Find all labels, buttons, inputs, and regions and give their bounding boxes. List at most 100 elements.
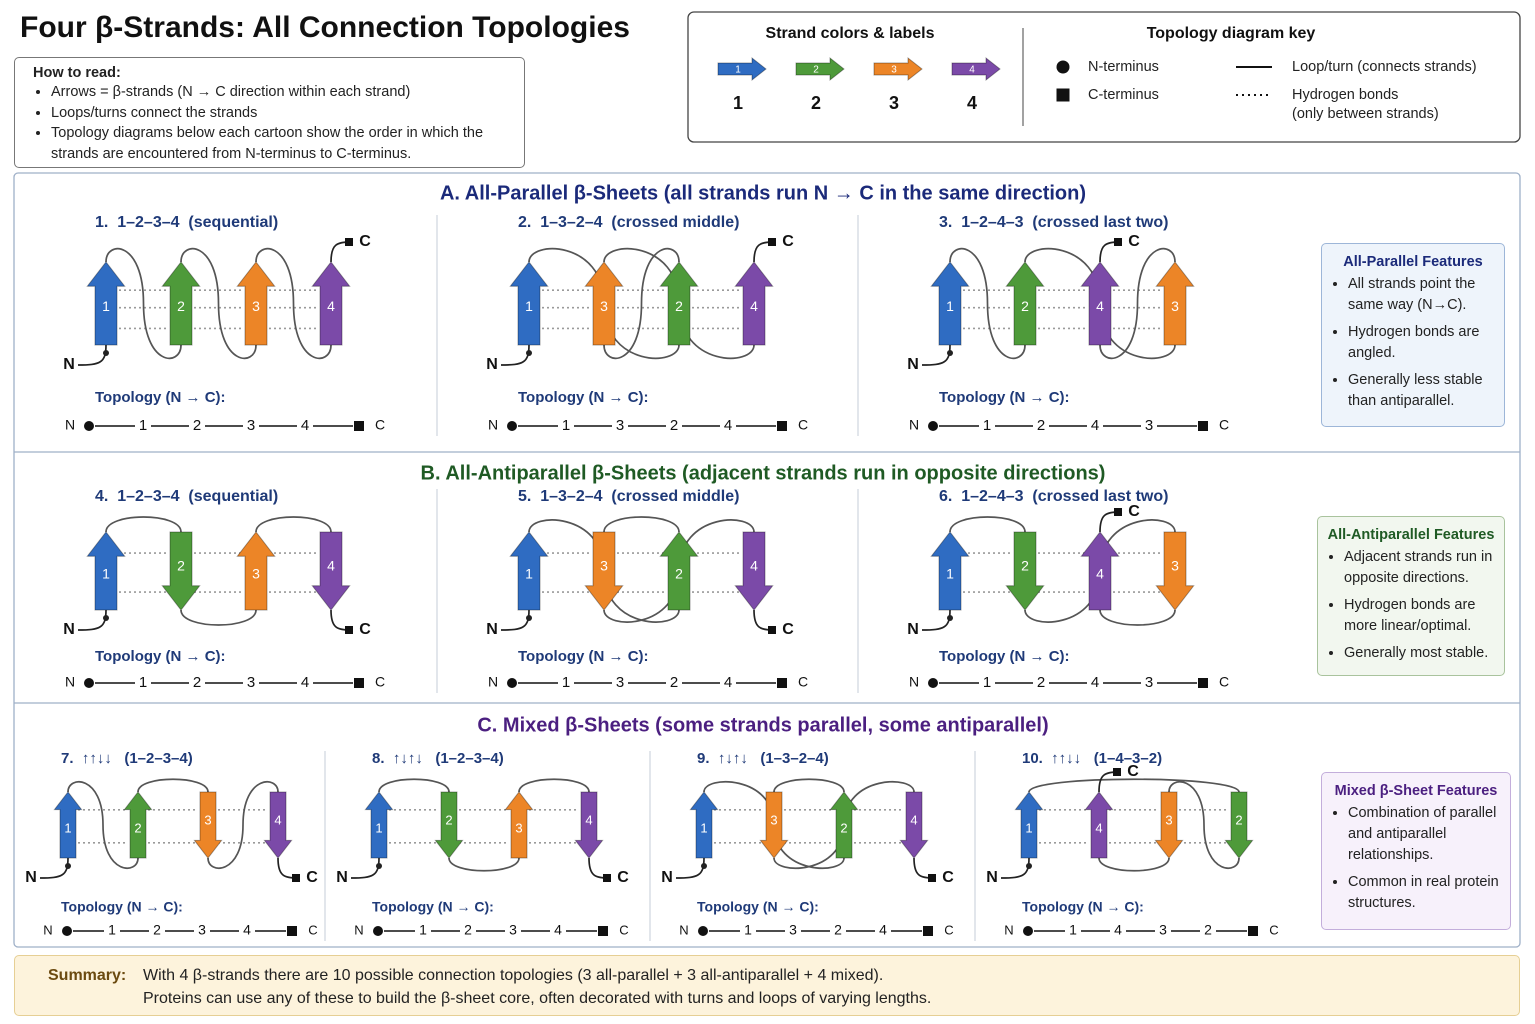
key-item-label: (only between strands): [1292, 106, 1439, 122]
topology-strand: 4: [554, 922, 562, 938]
loop: [67, 780, 139, 870]
strand-label: 3: [1165, 812, 1172, 827]
topology-c-square: [287, 926, 297, 936]
loop: [949, 516, 1026, 533]
strand-label: 1: [375, 820, 382, 835]
topology-n-dot: [62, 926, 72, 936]
c-terminus-square: [1114, 508, 1122, 516]
strand-arrow: [1155, 261, 1195, 346]
topology-strand: 4: [724, 417, 732, 434]
strand-arrow: [509, 531, 549, 611]
n-terminus-label: N: [907, 621, 919, 638]
strand-arrow: [1084, 791, 1114, 859]
n-terminus-tail: [77, 609, 107, 631]
loop: [180, 248, 257, 359]
n-terminus-dot: [65, 863, 71, 869]
topology-c: C: [798, 674, 808, 690]
c-terminus-label: C: [359, 621, 371, 638]
loop: [255, 516, 332, 533]
strand-label: 3: [600, 298, 608, 314]
section-title: A. All-Parallel β-Sheets (all strands ru…: [440, 182, 1086, 204]
n-terminus-dot: [103, 615, 109, 621]
strand-arrow: [930, 261, 970, 346]
strand-arrow: [1080, 531, 1120, 611]
section-title: C. Mixed β-Sheets (some strands parallel…: [477, 714, 1048, 736]
n-terminus-label: N: [986, 869, 998, 886]
topology-c-square: [777, 421, 787, 431]
strand-arrow: [1224, 791, 1254, 859]
strand-label: 1: [946, 298, 954, 314]
c-terminus-square: [1114, 238, 1122, 246]
how-to-item: Loops/turns connect the strands: [51, 103, 514, 124]
features-heading: All-Antiparallel Features: [1327, 527, 1495, 543]
key-strand-arrow: [951, 56, 1001, 82]
topology-strand: 4: [1091, 674, 1099, 691]
features-item: Adjacent strands run in opposite directi…: [1344, 547, 1496, 589]
features-list: Combination of parallel and antiparallel…: [1330, 803, 1502, 914]
strand-arrow: [659, 261, 699, 346]
features-heading: All-Parallel Features: [1343, 254, 1483, 270]
n-terminus-tail: [500, 344, 530, 366]
key-heading: Topology diagram key: [1147, 25, 1316, 42]
strand-label: 4: [750, 298, 758, 314]
features-item: Hydrogen bonds are more linear/optimal.: [1344, 595, 1496, 637]
n-terminus-tail: [921, 609, 951, 631]
c-terminus-label: C: [1128, 233, 1140, 250]
loop: [1028, 778, 1240, 793]
loop: [949, 248, 1026, 359]
key-item-label: C-terminus: [1088, 87, 1159, 103]
features-item: Generally most stable.: [1344, 643, 1496, 664]
topology-c-square: [598, 926, 608, 936]
panel-heading: 9. ↑↓↑↓ (1–3–2–4): [697, 750, 829, 767]
key-strand-label: 2: [811, 93, 821, 113]
loop: [1099, 248, 1176, 359]
strand-arrow: [236, 531, 276, 611]
n-terminus-dot: [947, 615, 953, 621]
loop: [1098, 857, 1170, 872]
n-terminus-tail: [350, 857, 380, 879]
topology-strand: 2: [1204, 922, 1212, 938]
loop: [603, 516, 680, 533]
topology-n-dot: [507, 421, 517, 431]
n-terminus-dot: [947, 350, 953, 356]
topology-n-dot: [84, 678, 94, 688]
topology-n-dot: [1023, 926, 1033, 936]
strand-arrow: [193, 791, 223, 859]
strand-arrow: [123, 791, 153, 859]
topology-strand: 1: [983, 417, 991, 434]
key-item-label: Loop/turn (connects strands): [1292, 59, 1477, 75]
c-terminus-square: [768, 238, 776, 246]
topology-strand: 2: [464, 922, 472, 938]
summary-label: Summary:: [48, 967, 127, 984]
topology-c-square: [354, 678, 364, 688]
topology-n-dot: [507, 678, 517, 688]
topology-strand: 2: [193, 674, 201, 691]
strand-label: 4: [750, 558, 758, 574]
topology-n-dot: [698, 926, 708, 936]
topology-n-dot: [84, 421, 94, 431]
panel-heading: 2. 1–3–2–4 (crossed middle): [518, 214, 739, 231]
topology-c-square: [1198, 678, 1208, 688]
topology-c: C: [798, 417, 808, 433]
key-symbol: [1056, 88, 1070, 102]
topology-label: Topology (N → C):: [939, 648, 1070, 665]
strand-arrow: [759, 791, 789, 859]
c-terminus-square: [345, 626, 353, 634]
strand-label: 4: [1096, 566, 1104, 582]
strand-arrow: [930, 531, 970, 611]
strand-label: 1: [700, 820, 707, 835]
topology-c-square: [777, 678, 787, 688]
c-terminus-label: C: [359, 233, 371, 250]
topology-strand: 3: [1145, 417, 1153, 434]
loop: [105, 248, 182, 359]
topology-strand: 1: [1069, 922, 1077, 938]
strand-label: 2: [1021, 558, 1029, 574]
topology-strand: 3: [247, 417, 255, 434]
key-heading: Strand colors & labels: [766, 25, 935, 42]
strand-label: 2: [1021, 298, 1029, 314]
topology-n: N: [679, 922, 688, 937]
c-terminus-square: [1113, 768, 1121, 776]
features-item: Combination of parallel and antiparallel…: [1348, 803, 1502, 866]
panel-heading: 7. ↑↑↓↓ (1–2–3–4): [61, 750, 193, 767]
